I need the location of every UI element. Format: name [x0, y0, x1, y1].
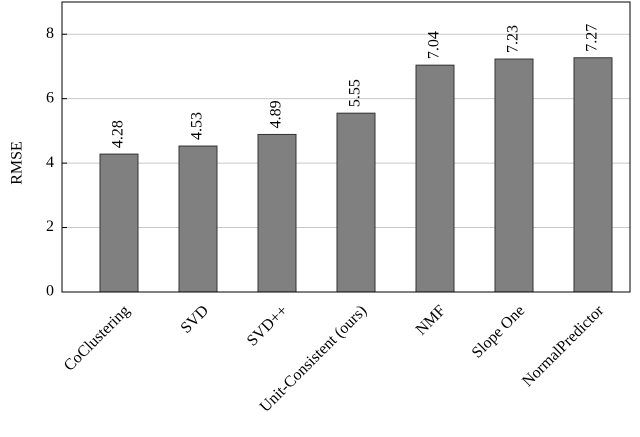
y-tick-label: 8 [46, 25, 54, 42]
value-label: 7.04 [426, 31, 443, 59]
value-label: 7.27 [584, 24, 601, 52]
y-tick-label: 4 [46, 154, 54, 171]
x-tick-label: SVD++ [244, 302, 291, 349]
value-label: 4.89 [268, 100, 285, 128]
bar [178, 145, 218, 293]
value-label: 5.55 [347, 79, 364, 107]
plot-frame [61, 1, 631, 293]
bar [415, 64, 455, 293]
bar [99, 153, 139, 293]
x-tick-label: Slope One [469, 302, 528, 361]
bar [257, 133, 297, 293]
value-label: 4.53 [189, 112, 206, 140]
y-tick-label: 0 [46, 283, 54, 300]
x-tick-label: NormalPredictor [519, 302, 608, 391]
bar [494, 58, 534, 293]
x-tick-label: NMF [413, 302, 450, 339]
x-tick-label: SVD [178, 302, 213, 337]
y-tick-label: 6 [46, 89, 54, 106]
x-tick-label: CoClustering [61, 302, 133, 374]
value-label: 7.23 [505, 25, 522, 53]
value-label: 4.28 [110, 120, 127, 148]
y-tick-label: 2 [46, 218, 54, 235]
bar [573, 57, 613, 293]
bar [336, 112, 376, 293]
y-axis-label: RMSE [9, 141, 26, 185]
